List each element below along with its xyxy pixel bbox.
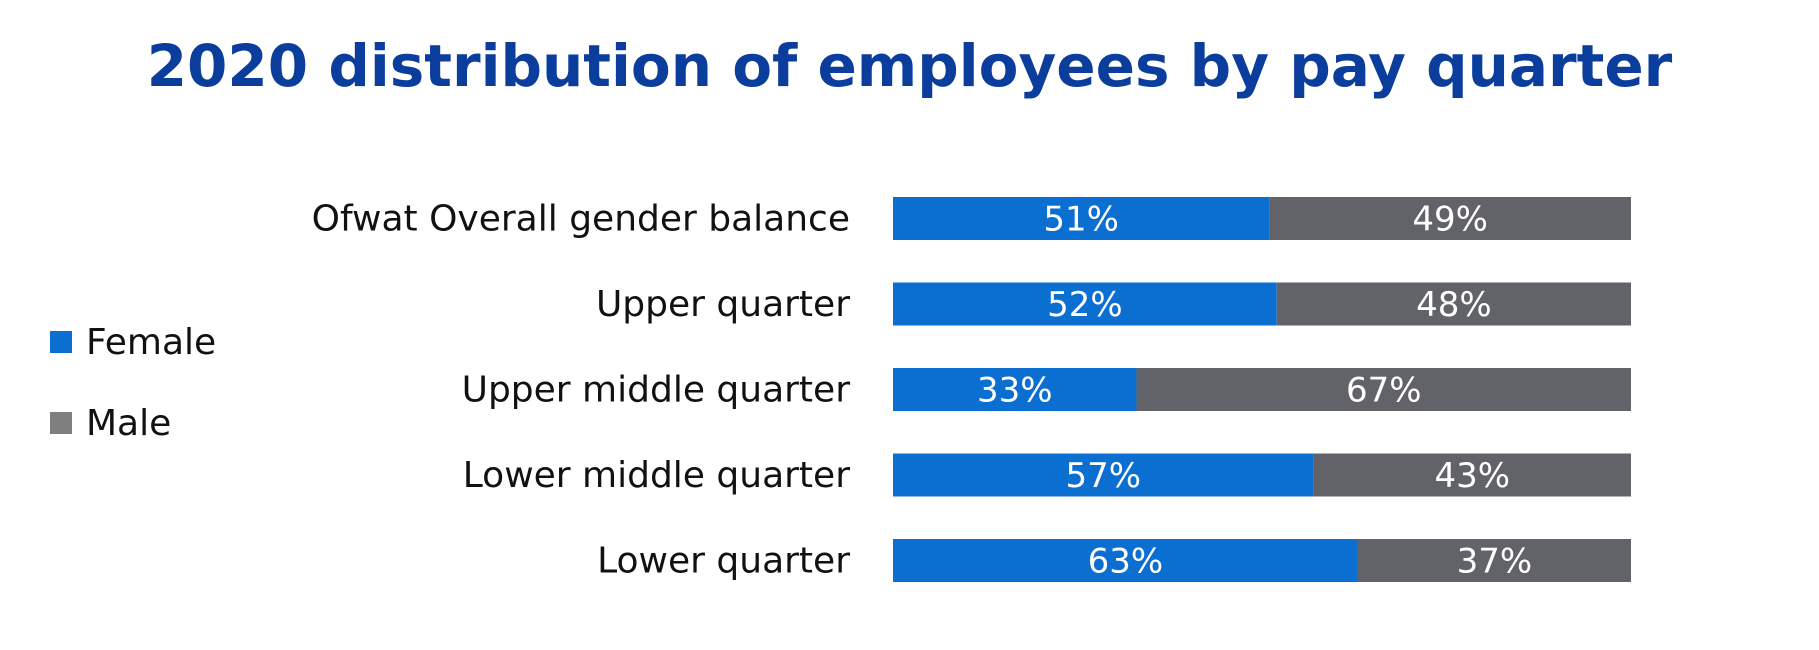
bar-male bbox=[1313, 453, 1631, 497]
category-label: Upper quarter bbox=[596, 284, 850, 325]
chart-title: 2020 distribution of employees by pay qu… bbox=[146, 32, 1673, 100]
data-label-male: 67% bbox=[1346, 371, 1422, 411]
bar-female bbox=[893, 197, 1270, 240]
data-label-male: 48% bbox=[1416, 285, 1492, 325]
legend: Female Male bbox=[50, 322, 216, 484]
legend-item-female: Female bbox=[50, 321, 217, 363]
bar-female bbox=[893, 282, 1277, 326]
category-label: Lower quarter bbox=[597, 541, 850, 582]
bar-male bbox=[1357, 539, 1631, 582]
legend-swatch-male bbox=[50, 412, 72, 434]
bar-female bbox=[893, 539, 1358, 582]
bar-female bbox=[893, 453, 1314, 497]
legend-label-female: Female bbox=[86, 321, 217, 363]
bar-male bbox=[1276, 282, 1631, 326]
bar-female bbox=[893, 368, 1137, 411]
legend-swatch-female bbox=[50, 331, 72, 353]
data-label-male: 43% bbox=[1435, 456, 1511, 496]
data-label-female: 33% bbox=[977, 371, 1053, 411]
data-label-male: 37% bbox=[1457, 542, 1533, 582]
legend-label-male: Male bbox=[86, 402, 172, 444]
data-label-female: 63% bbox=[1088, 542, 1164, 582]
legend-item-male: Male bbox=[50, 402, 216, 444]
bar-male bbox=[1136, 368, 1631, 411]
bar-male bbox=[1269, 197, 1631, 240]
category-label: Lower middle quarter bbox=[463, 455, 850, 496]
data-label-male: 49% bbox=[1412, 200, 1488, 240]
data-label-female: 57% bbox=[1066, 456, 1142, 496]
category-label: Ofwat Overall gender balance bbox=[312, 199, 850, 240]
category-label: Upper middle quarter bbox=[462, 370, 851, 411]
data-label-female: 51% bbox=[1043, 200, 1119, 240]
data-label-female: 52% bbox=[1047, 285, 1123, 325]
